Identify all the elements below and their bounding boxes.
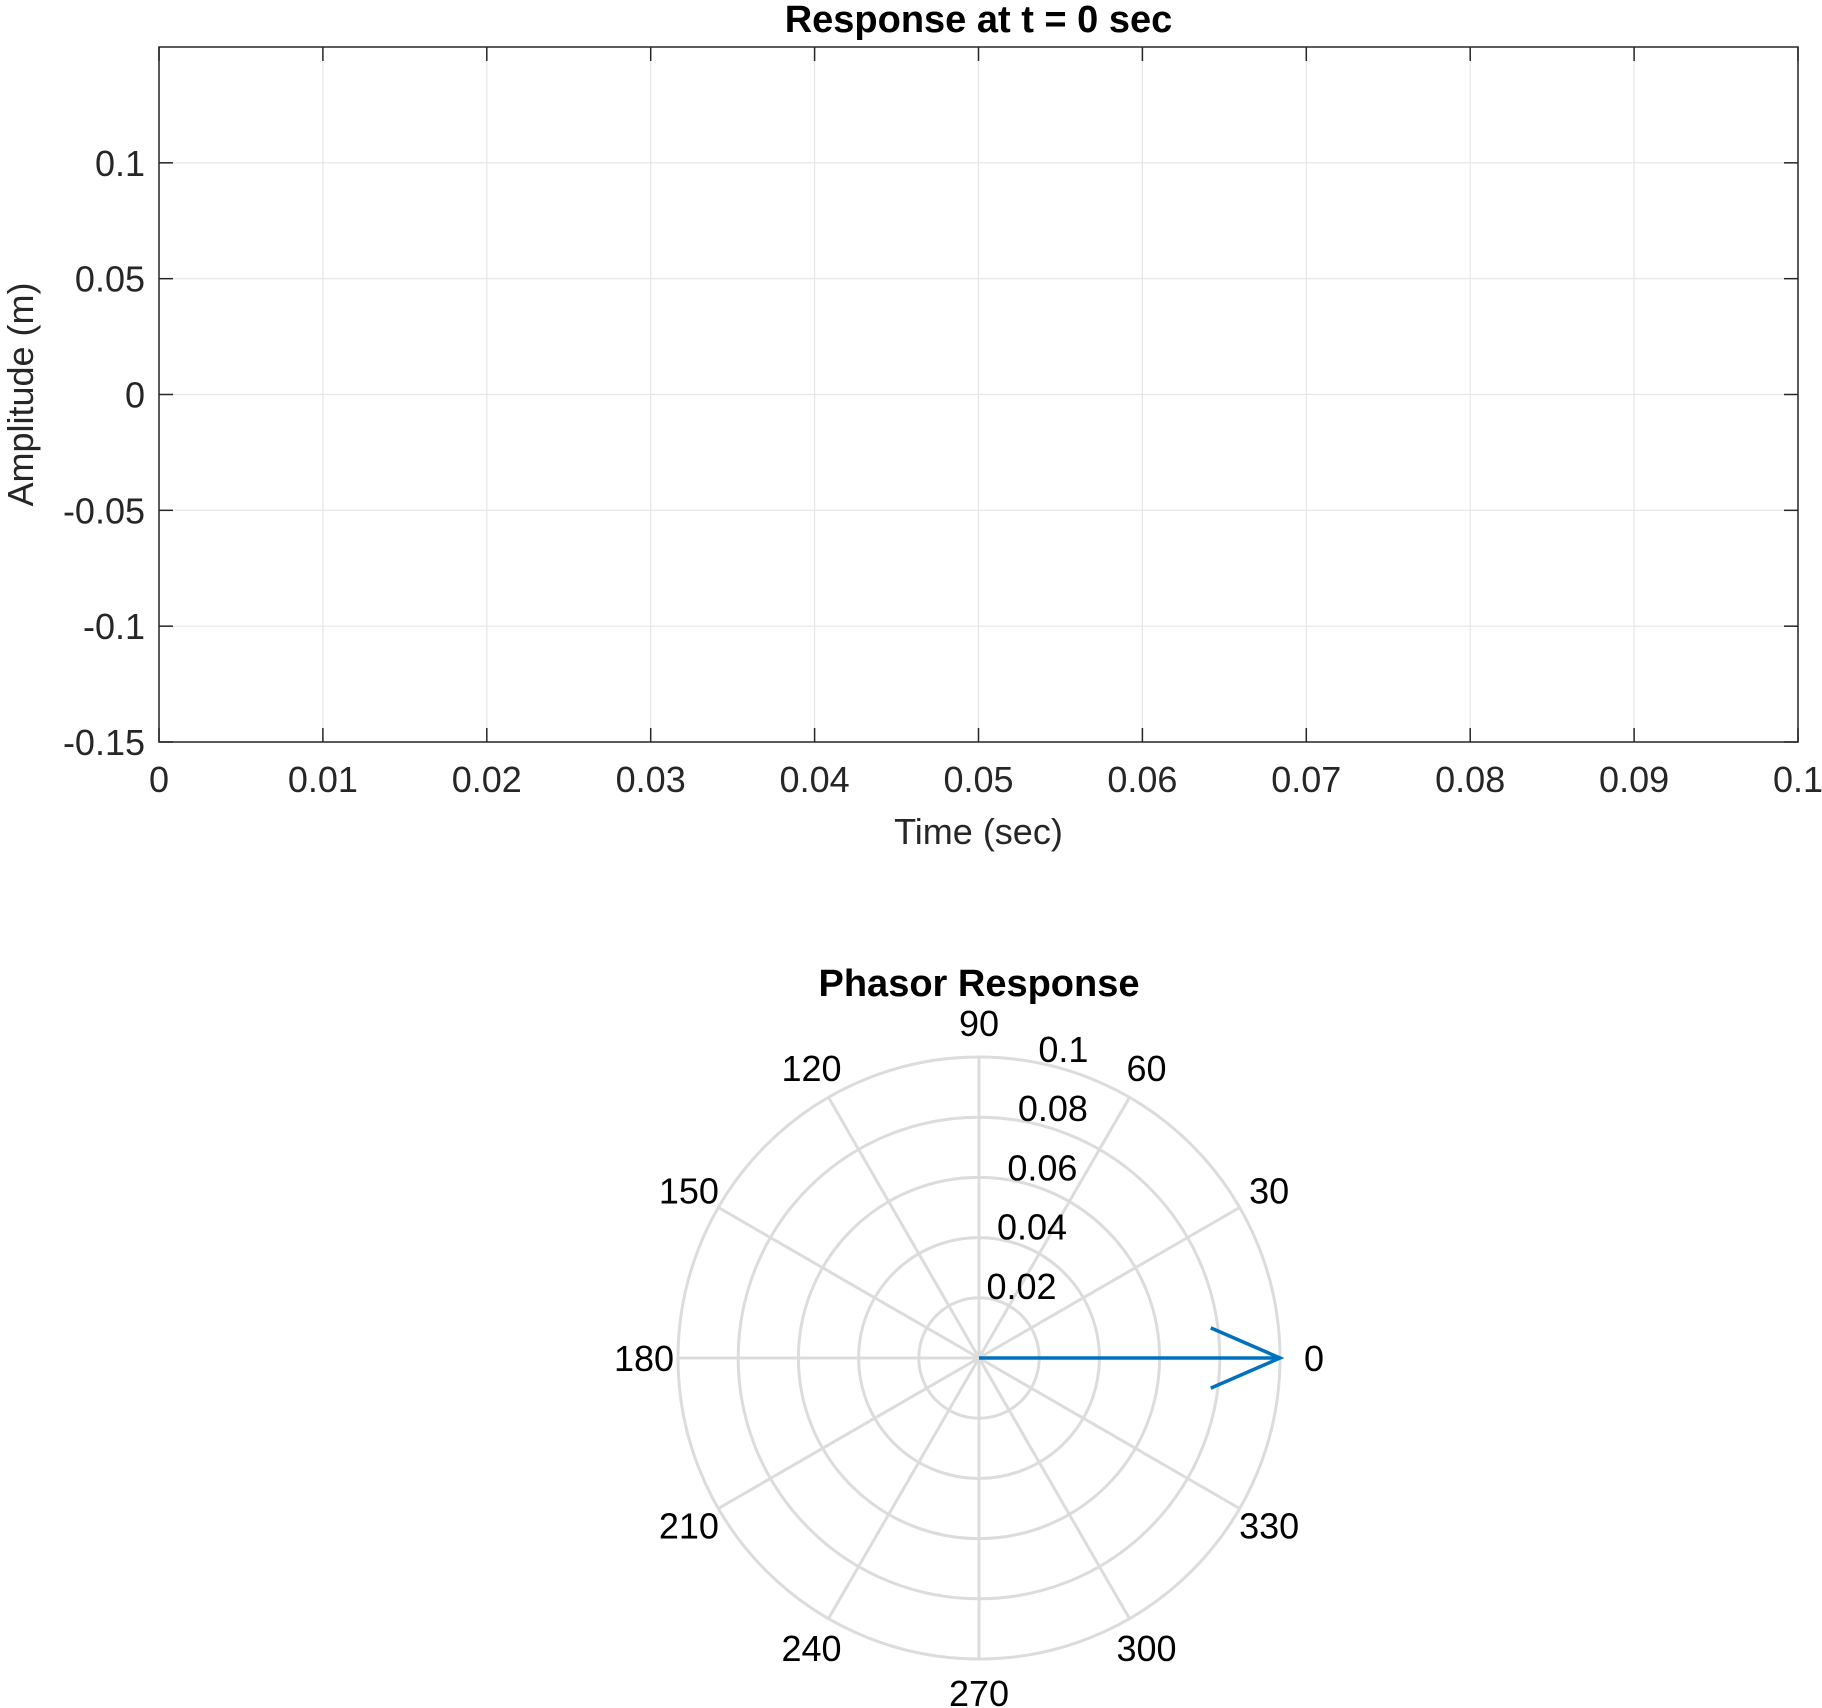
angular-grid-spoke bbox=[717, 1206, 980, 1360]
theta-tick-label: 150 bbox=[659, 1171, 719, 1212]
time-grid bbox=[158, 47, 1799, 743]
angular-grid-spoke bbox=[978, 1206, 1241, 1360]
y-axis-label: Amplitude (m) bbox=[0, 282, 41, 506]
theta-tick-label: 300 bbox=[1116, 1628, 1176, 1669]
angular-grid-spoke bbox=[827, 1096, 981, 1359]
x-tick-label: 0.05 bbox=[943, 759, 1013, 800]
phasor-arrow bbox=[979, 1326, 1285, 1390]
radial-tick-labels: 0.02 0.04 0.06 0.08 0.1 bbox=[986, 1029, 1088, 1307]
angular-grid-spoke bbox=[977, 1096, 1131, 1359]
x-tick-label: 0.1 bbox=[1773, 759, 1822, 800]
y-tick-label: 0.1 bbox=[95, 143, 145, 184]
x-tick-label: 0.02 bbox=[452, 759, 522, 800]
theta-tick-label: 330 bbox=[1239, 1506, 1299, 1547]
tick-marks bbox=[158, 47, 1799, 743]
x-tick-label: 0.06 bbox=[1107, 759, 1177, 800]
theta-tick-label: 90 bbox=[959, 1003, 999, 1044]
angular-grid-spoke bbox=[978, 1356, 1241, 1510]
phasor-chart: Phasor Response 0 30 60 90 120 150 180 210 240 27… bbox=[614, 963, 1324, 1708]
y-tick-label: 0.05 bbox=[75, 259, 145, 300]
x-tick-label: 0.04 bbox=[780, 759, 850, 800]
x-axis-label: Time (sec) bbox=[894, 811, 1063, 852]
theta-tick-label: 30 bbox=[1249, 1171, 1289, 1212]
radial-tick-label: 0.02 bbox=[986, 1266, 1056, 1307]
angular-grid-spoke bbox=[977, 1357, 1131, 1620]
y-tick-label: 0 bbox=[125, 375, 145, 416]
theta-tick-label: 240 bbox=[781, 1628, 841, 1669]
angular-grid-spoke bbox=[717, 1356, 980, 1510]
theta-tick-labels: 0 30 60 90 120 150 180 210 240 270 300 330 bbox=[614, 1003, 1324, 1708]
theta-tick-label: 210 bbox=[659, 1506, 719, 1547]
radial-tick-label: 0.08 bbox=[1018, 1088, 1088, 1129]
x-tick-label: 0.03 bbox=[616, 759, 686, 800]
polar-title: Phasor Response bbox=[819, 963, 1140, 1005]
angular-grid-spoke bbox=[827, 1357, 981, 1620]
y-tick-labels: -0.15 -0.1 -0.05 0 0.05 0.1 bbox=[63, 143, 145, 763]
radial-tick-label: 0.04 bbox=[997, 1207, 1067, 1248]
chart-title: Response at t = 0 sec bbox=[785, 0, 1173, 41]
y-tick-label: -0.15 bbox=[63, 722, 145, 763]
theta-tick-label: 0 bbox=[1304, 1338, 1324, 1379]
x-tick-label: 0.08 bbox=[1435, 759, 1505, 800]
x-tick-label: 0.09 bbox=[1599, 759, 1669, 800]
y-tick-label: -0.05 bbox=[63, 490, 145, 531]
theta-tick-label: 120 bbox=[781, 1048, 841, 1089]
time-response-chart: 0 0.01 0.02 0.03 0.04 0.05 0.06 0.07 0.08 0.09 0.1… bbox=[0, 0, 1822, 852]
radial-tick-label: 0.06 bbox=[1007, 1147, 1077, 1188]
theta-tick-label: 60 bbox=[1126, 1048, 1166, 1089]
phasor-arrowhead bbox=[1210, 1326, 1285, 1390]
x-tick-label: 0.07 bbox=[1271, 759, 1341, 800]
x-tick-labels: 0 0.01 0.02 0.03 0.04 0.05 0.06 0.07 0.08 0.09 0.1 bbox=[149, 759, 1822, 800]
theta-tick-label: 270 bbox=[949, 1673, 1009, 1708]
y-tick-label: -0.1 bbox=[83, 606, 145, 647]
theta-tick-label: 180 bbox=[614, 1338, 674, 1379]
x-tick-label: 0 bbox=[149, 759, 169, 800]
radial-tick-label: 0.1 bbox=[1038, 1029, 1088, 1070]
x-tick-label: 0.01 bbox=[288, 759, 358, 800]
